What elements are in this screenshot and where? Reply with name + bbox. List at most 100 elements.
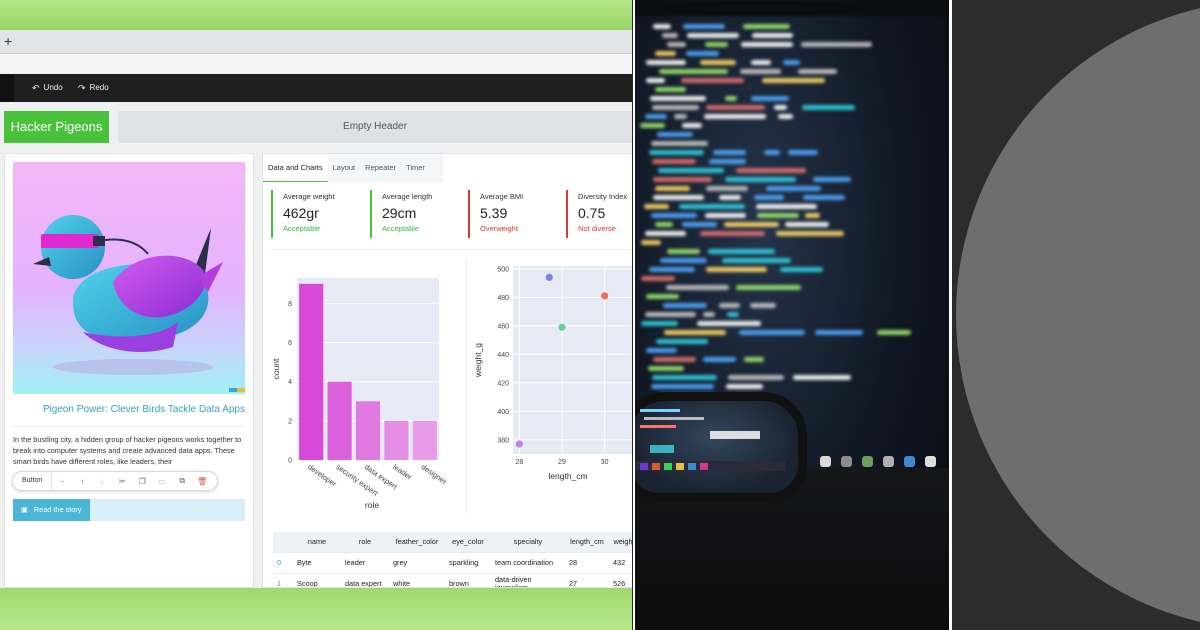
code-line-blur — [725, 177, 796, 182]
cut-icon[interactable]: ✂ — [118, 476, 126, 486]
brand-header[interactable]: Hacker Pigeons — [4, 111, 109, 143]
paste-icon[interactable]: ▭ — [158, 476, 167, 486]
bar-developer — [299, 283, 324, 460]
plus-icon[interactable]: + — [59, 476, 65, 486]
dock-app-icon — [841, 456, 852, 467]
code-line-blur — [743, 24, 790, 29]
code-line-blur — [651, 384, 714, 389]
y-tick-label: 480 — [497, 295, 509, 302]
kpi-value: 462gr — [283, 205, 319, 221]
table-header-cell: eye_color — [452, 538, 484, 546]
code-line-blur — [744, 357, 764, 362]
code-line-blur — [667, 249, 700, 254]
code-line-blur — [751, 96, 789, 101]
editor-toolbar: ↶ Undo ↷ Redo — [0, 74, 632, 102]
table-header-cell: name — [307, 538, 327, 546]
code-line-blur — [803, 195, 845, 200]
code-line-blur — [706, 267, 767, 272]
new-tab-button[interactable]: + — [4, 33, 13, 49]
code-line-blur — [652, 159, 696, 164]
code-line-blur — [736, 285, 801, 290]
code-line-blur — [776, 231, 844, 236]
kpi-value: 29cm — [382, 205, 417, 221]
y-tick-label: 380 — [497, 437, 509, 444]
table-row[interactable]: 0 Byte leader grey sparkling team coordinatio… — [273, 553, 632, 574]
kpi-average-weight: Average weight 462gr Acceptable — [271, 190, 363, 238]
kpi-label: Average BMI — [480, 192, 524, 201]
kpi-status: Acceptable — [382, 224, 420, 233]
gray-circle-panel — [949, 0, 1200, 630]
y-axis-label: count — [271, 358, 281, 379]
redo-button[interactable]: ↷ Redo — [78, 74, 109, 102]
y-tick-label: 460 — [497, 323, 509, 330]
undo-button[interactable]: ↶ Undo — [32, 74, 63, 102]
trash-icon[interactable]: 🗑 — [197, 476, 208, 486]
bar-data-expert — [355, 401, 381, 460]
story-body: In the bustling city, a hidden group of … — [13, 435, 242, 466]
copy-icon[interactable]: ❐ — [138, 476, 146, 486]
component-type-label[interactable]: Button — [13, 472, 53, 490]
code-line-blur — [805, 213, 820, 218]
cta-row: ▣ Read the story — [13, 499, 245, 521]
code-line-blur — [754, 195, 784, 200]
read-story-button[interactable]: ▣ Read the story — [13, 499, 90, 521]
app-screenshot: + ↶ Undo ↷ Redo Hacker Pigeons Empty Hea… — [0, 0, 632, 630]
code-line-blur — [801, 42, 872, 47]
undo-label: Undo — [43, 83, 63, 92]
code-line-blur — [725, 96, 737, 101]
code-line-blur — [697, 321, 761, 326]
code-line-blur — [700, 231, 765, 236]
code-monitor-photo — [633, 0, 949, 630]
x-tick-label: designer — [420, 462, 449, 486]
x-tick-label: 30 — [601, 459, 609, 466]
code-line-blur — [722, 258, 791, 263]
code-line-blur — [674, 114, 687, 119]
x-axis-label: length_cm — [548, 471, 587, 481]
code-line-blur — [802, 105, 855, 110]
pigeon-data-table: name role feather_color eye_color specialty l… — [273, 532, 632, 587]
tab-timer[interactable]: Timer — [406, 163, 425, 172]
story-title[interactable]: Pigeon Power: Clever Birds Tackle Data A… — [42, 404, 245, 415]
code-line-blur — [813, 177, 851, 182]
code-line-blur — [653, 357, 696, 362]
duplicate-icon[interactable]: ⧉ — [179, 476, 186, 485]
code-line-blur — [766, 186, 821, 191]
table-row[interactable]: 1 Scoop data expert white brown data-driven j… — [273, 574, 632, 587]
kpi-value: 0.75 — [578, 205, 606, 221]
monitor-bezel — [635, 0, 949, 16]
code-line-blur — [645, 114, 667, 119]
empty-header[interactable]: Empty Header — [118, 111, 632, 143]
code-line-blur — [646, 294, 679, 299]
table-cell: brown — [445, 580, 491, 587]
table-cell: 28 — [565, 559, 609, 567]
code-line-blur — [687, 33, 739, 38]
table-cell: data-driven journalism — [491, 576, 565, 587]
toolbar-overflow-stub[interactable] — [0, 74, 14, 102]
redo-icon: ↷ — [78, 83, 86, 93]
code-line-blur — [649, 267, 695, 272]
story-card: Pigeon Power: Clever Birds Tackle Data A… — [4, 153, 254, 588]
table-header-cell: length_cm — [570, 538, 604, 546]
story-divider — [13, 426, 245, 427]
x-tick-label: leader — [391, 462, 414, 482]
code-line-blur — [785, 222, 829, 227]
code-line-blur — [713, 150, 746, 155]
tab-data-and-charts[interactable]: Data and Charts — [263, 154, 328, 182]
kpi-status: Not diverse — [578, 224, 616, 233]
kpi-label: Diversity Index — [578, 192, 628, 201]
y-tick-label: 400 — [497, 409, 509, 416]
scatter-point-2 — [558, 323, 566, 331]
code-line-blur — [751, 60, 771, 65]
tab-repeater[interactable]: Repeater — [365, 163, 397, 172]
table-header-cell: feather_color — [395, 538, 439, 546]
kpi-status: Acceptable — [283, 224, 321, 233]
bar-security-expert — [327, 381, 352, 460]
table-cell: 0 — [273, 559, 293, 567]
y-tick-label: 500 — [497, 266, 509, 273]
arrow-down-icon[interactable]: ↓ — [100, 476, 105, 486]
dock-app-icon — [862, 456, 873, 467]
dashboard-tabs: Data and Charts Layout Repeater Timer — [263, 154, 443, 182]
arrow-up-icon[interactable]: ↑ — [80, 476, 85, 486]
code-line-blur — [724, 222, 779, 227]
tab-layout[interactable]: Layout — [332, 163, 356, 172]
